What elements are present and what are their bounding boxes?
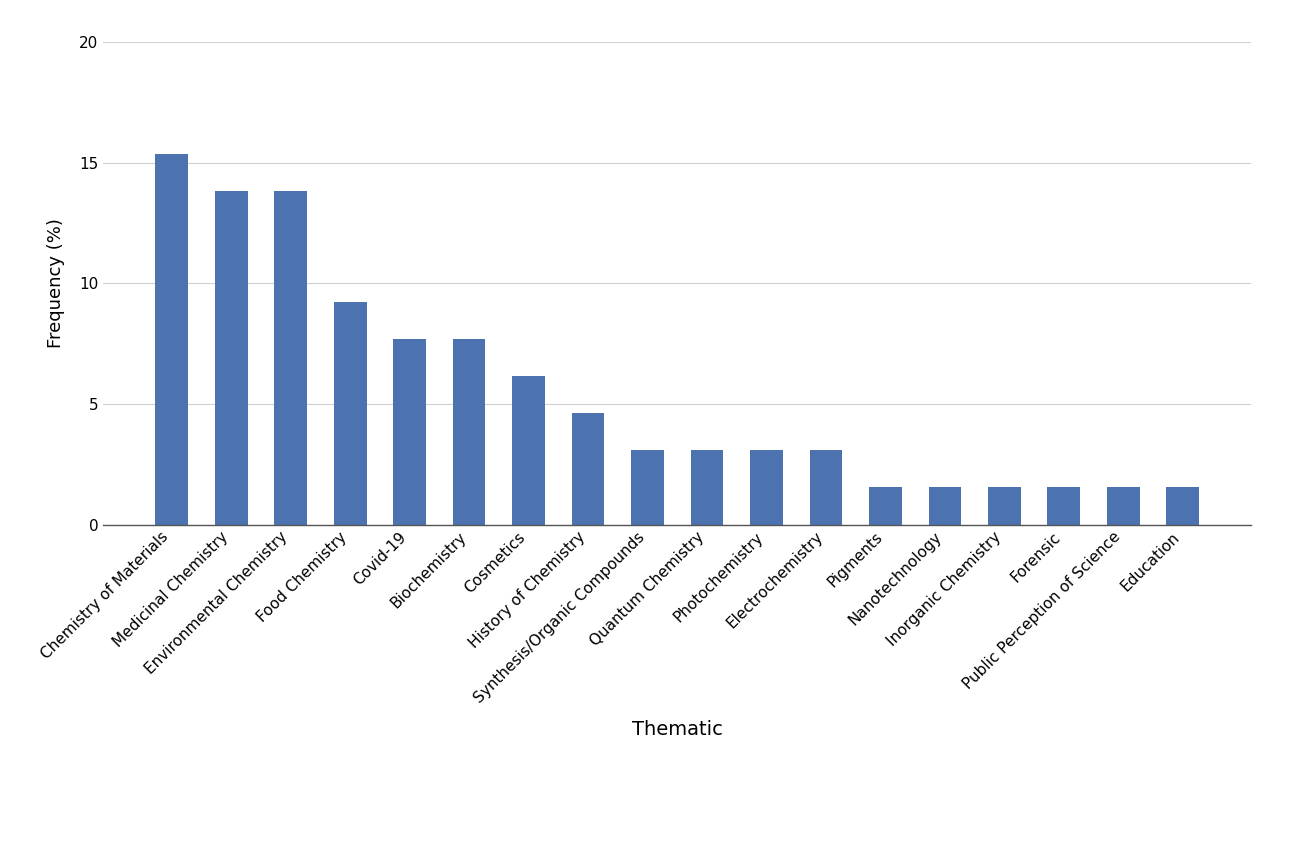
Bar: [1047, 487, 1080, 525]
Bar: [749, 450, 783, 525]
Bar: [215, 190, 248, 525]
Y-axis label: Frequency (%): Frequency (%): [48, 218, 66, 349]
Bar: [988, 487, 1020, 525]
Bar: [334, 302, 366, 525]
Bar: [512, 376, 544, 525]
Bar: [929, 487, 961, 525]
Bar: [1107, 487, 1139, 525]
Bar: [393, 339, 426, 525]
Bar: [155, 154, 188, 525]
X-axis label: Thematic: Thematic: [632, 720, 722, 739]
Bar: [690, 450, 724, 525]
Bar: [275, 190, 307, 525]
Bar: [571, 413, 605, 525]
Bar: [869, 487, 902, 525]
Bar: [631, 450, 664, 525]
Bar: [453, 339, 485, 525]
Bar: [1166, 487, 1200, 525]
Bar: [810, 450, 842, 525]
